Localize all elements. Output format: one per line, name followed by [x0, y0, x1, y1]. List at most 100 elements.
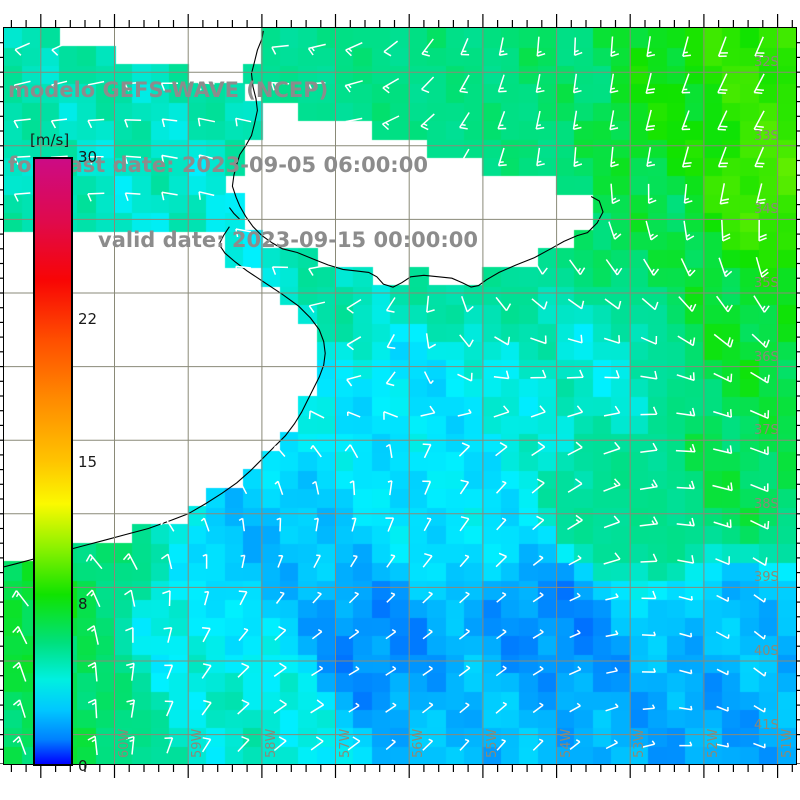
wind-barb [610, 146, 619, 168]
wind-barb [277, 554, 284, 568]
wind-barb [162, 590, 171, 607]
wind-barb [344, 80, 363, 93]
latitude-label: 36S [754, 349, 779, 365]
colorbar-gradient [33, 157, 73, 766]
wind-barb [348, 702, 360, 713]
wind-barb [350, 555, 358, 568]
wind-barb [12, 625, 28, 645]
wind-barb [203, 590, 210, 606]
wind-barb [198, 154, 215, 164]
wind-barb [645, 109, 655, 131]
wind-barb [718, 257, 733, 278]
wind-barb [567, 478, 583, 493]
wind-barb [422, 738, 434, 751]
longitude-label: 57W [337, 728, 353, 758]
wind-barb [311, 628, 323, 640]
coastline-path [231, 30, 604, 288]
wind-barb [85, 554, 103, 570]
wind-barb [381, 115, 400, 131]
wind-barb [567, 405, 584, 418]
wind-barb [753, 667, 767, 677]
wind-barb [677, 555, 695, 564]
latitude-label: 40S [754, 643, 779, 659]
wind-barb [683, 184, 693, 204]
wind-barb [238, 590, 248, 606]
wind-barb [495, 552, 508, 568]
wind-barb [679, 669, 693, 675]
wind-barb [276, 517, 282, 532]
wind-barb [719, 183, 730, 205]
wind-barb [495, 665, 507, 677]
wind-barb [459, 334, 474, 348]
wind-barb [237, 662, 250, 678]
wind-barb [201, 699, 212, 716]
wind-barb [270, 81, 290, 91]
wind-barb [87, 192, 105, 202]
wind-barb [603, 552, 621, 565]
wind-barb [567, 514, 583, 531]
wind-barb [314, 517, 319, 532]
wind-barb [124, 155, 142, 165]
wind-barb [273, 699, 287, 714]
wind-barb [532, 555, 544, 566]
latitude-label: 39S [754, 570, 779, 586]
wind-barb [164, 664, 174, 679]
wind-barb [567, 441, 583, 456]
wind-barb [716, 742, 730, 748]
wind-barb [609, 110, 619, 131]
wind-barb [160, 82, 178, 91]
wind-barb [717, 110, 728, 131]
wind-barb [572, 110, 582, 131]
axis-ticks-bottom [4, 765, 796, 779]
wind-barb [752, 557, 768, 567]
wind-barb [677, 335, 696, 347]
wind-barb [385, 297, 396, 313]
colorbar-tick-label: 30 [78, 148, 98, 166]
wind-barb [679, 741, 693, 747]
wind-barb [459, 702, 470, 714]
wind-barb [496, 628, 507, 640]
longitude-label: 51W [779, 728, 795, 758]
wind-barb [161, 154, 178, 164]
wind-barb [530, 405, 546, 418]
wind-barb [346, 374, 362, 387]
wind-barb [680, 258, 696, 277]
wind-barb [235, 117, 252, 127]
colorbar-tick-label: 15 [78, 452, 98, 471]
wind-barb [273, 445, 286, 457]
wind-barb [645, 220, 659, 241]
colorbar [33, 157, 73, 766]
wind-barb [533, 259, 548, 275]
wind-barb [51, 42, 67, 56]
wind-barb [385, 665, 397, 676]
wind-barb [532, 738, 544, 751]
wind-barb [124, 589, 136, 607]
wind-barb [426, 295, 435, 313]
longitude-label: 60W [116, 728, 132, 758]
wind-barb [13, 155, 31, 165]
wind-barb [647, 183, 657, 204]
wind-barb [639, 479, 658, 491]
plot-frame [3, 27, 797, 765]
wind-barb [678, 296, 697, 312]
wind-barb [237, 736, 250, 753]
wind-barb [197, 117, 216, 127]
wind-barb [458, 665, 471, 677]
wind-barb [712, 482, 733, 492]
wind-barb [605, 593, 619, 601]
wind-barb [753, 110, 765, 131]
wind-barb [385, 739, 396, 751]
wind-barb [312, 591, 322, 604]
wind-barb [274, 480, 284, 495]
latitude-label: 35S [754, 275, 779, 291]
wind-barb [308, 410, 325, 420]
wind-barb [679, 632, 693, 638]
wind-barb [496, 517, 507, 531]
wind-barb [271, 44, 289, 55]
wind-barb [567, 334, 583, 344]
wind-barb [758, 219, 767, 242]
wind-barb [715, 295, 733, 313]
wind-barb [420, 113, 435, 131]
wind-barb [610, 183, 621, 205]
